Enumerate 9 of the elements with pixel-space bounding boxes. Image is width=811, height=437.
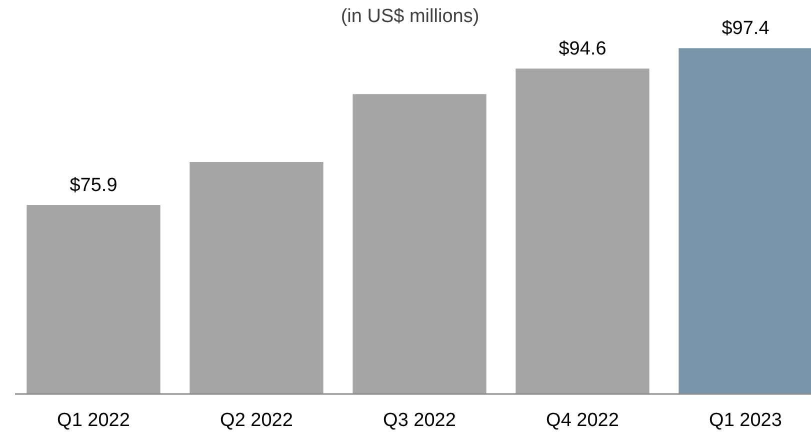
x-tick-label: Q3 2022: [383, 410, 456, 431]
data-label: $75.9: [70, 175, 118, 196]
x-tick-label: Q2 2022: [220, 410, 293, 431]
data-label: $97.4: [722, 18, 770, 40]
x-tick-label: Q4 2022: [546, 410, 619, 431]
x-tick-label: Q1 2023: [709, 410, 782, 431]
x-tick-label: Q1 2022: [57, 410, 130, 431]
data-label: $94.6: [558, 38, 606, 60]
chart-subtitle: (in US$ millions): [340, 6, 480, 27]
